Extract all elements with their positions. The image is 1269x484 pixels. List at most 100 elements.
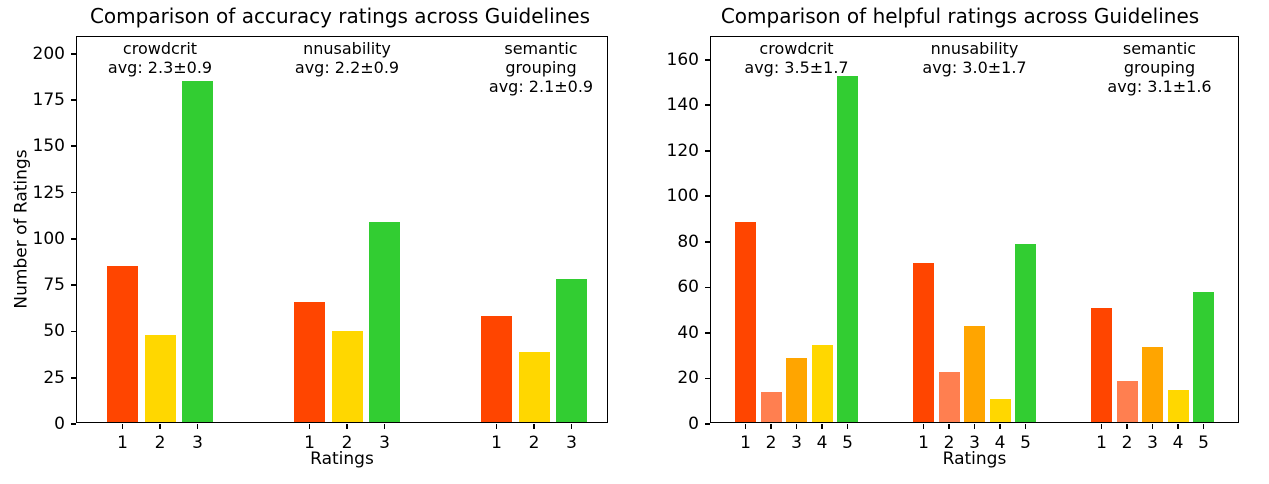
group-annotation-name-line: semantic	[504, 39, 578, 58]
x-tick-label: 2	[528, 433, 540, 453]
bar-nnusability-rating-3	[369, 222, 400, 422]
x-tick-mark	[922, 424, 925, 429]
y-tick-label: 0	[54, 414, 65, 434]
y-tick-label: 160	[666, 49, 699, 70]
bar-semantic-grouping-rating-4	[1167, 390, 1189, 422]
x-tick-label: 4	[1172, 433, 1184, 453]
x-tick-mark	[1151, 424, 1154, 429]
x-tick-label: 2	[154, 433, 166, 453]
y-tick-label: 80	[677, 231, 699, 252]
group-annotation-avg: avg: 3.5±1.7	[744, 58, 849, 77]
accuracy-ratings-chart: Comparison of accuracy ratings across Gu…	[0, 0, 634, 484]
group-annotation-avg: avg: 3.0±1.7	[922, 58, 1027, 77]
bar-nnusability-rating-1	[294, 301, 325, 422]
bar-nnusability-rating-1	[913, 262, 934, 422]
x-tick-mark	[533, 424, 535, 429]
y-tick-label: 125	[32, 182, 65, 203]
bar-crowdcrit-rating-3	[786, 358, 807, 422]
x-tick-label: 1	[918, 433, 929, 453]
bar-crowdcrit-rating-5	[837, 75, 858, 422]
x-tick-label: 1	[1096, 433, 1107, 453]
x-tick-label: 3	[379, 433, 390, 453]
group-annotation-avg: avg: 3.1±1.6	[1107, 77, 1212, 96]
y-tick-mark	[704, 332, 710, 334]
y-tick-label: 20	[677, 368, 699, 389]
y-tick-label: 200	[32, 43, 65, 64]
y-tick-mark	[704, 58, 710, 61]
y-tick-label: 60	[677, 277, 699, 298]
x-tick-mark	[196, 424, 199, 429]
bar-nnusability-rating-2	[331, 331, 363, 422]
x-tick-mark	[1177, 424, 1179, 429]
x-tick-mark	[999, 424, 1001, 429]
x-tick-mark	[821, 424, 823, 429]
x-tick-mark	[1100, 424, 1103, 429]
y-tick-mark	[70, 237, 76, 240]
x-tick-label: 2	[765, 433, 777, 453]
group-annotation-name-line: semantic	[1122, 39, 1197, 58]
x-tick-label: 2	[341, 433, 353, 453]
helpful-ratings-chart: Comparison of helpful ratings across Gui…	[634, 0, 1269, 484]
group-annotation-semantic-grouping: semantic grouping avg: 3.1±1.6	[1050, 39, 1269, 96]
x-tick-mark	[1126, 424, 1128, 429]
x-tick-label: 3	[969, 433, 980, 453]
x-axis-label: Ratings	[942, 449, 1007, 469]
group-annotation-semantic-grouping: semantic grouping avg: 2.1±0.9	[431, 39, 651, 96]
y-tick-mark	[70, 191, 76, 194]
group-annotation-avg: avg: 2.2±0.9	[294, 58, 400, 77]
x-tick-mark	[744, 424, 747, 429]
group-annotation-avg: avg: 2.1±0.9	[488, 77, 594, 96]
x-tick-mark	[159, 424, 161, 429]
x-tick-mark	[1024, 424, 1027, 429]
y-tick-mark	[70, 145, 76, 148]
bar-crowdcrit-rating-1	[107, 266, 138, 422]
bar-semantic-grouping-rating-3	[556, 279, 587, 422]
x-axis-label: Ratings	[310, 449, 374, 469]
plot-area: 0 20 40 60 80 100 120 140 160 1 2 3 4 5 crowdcrit avg: …	[667, 36, 1239, 453]
y-tick-mark	[704, 149, 710, 152]
x-tick-mark	[121, 424, 124, 429]
bar-nnusability-rating-4	[989, 399, 1011, 422]
bar-crowdcrit-rating-2	[144, 334, 176, 422]
x-tick-label: 3	[192, 433, 203, 453]
x-tick-mark	[846, 424, 849, 429]
group-annotation-name-line: crowdcrit	[759, 39, 834, 58]
bar-semantic-grouping-rating-5	[1193, 292, 1214, 422]
bar-crowdcrit-rating-1	[735, 221, 756, 422]
y-tick-mark	[704, 377, 710, 380]
x-tick-mark	[308, 424, 311, 429]
bar-nnusability-rating-3	[964, 326, 985, 422]
x-tick-label: 3	[1147, 433, 1158, 453]
x-tick-label: 5	[842, 433, 853, 453]
y-tick-label: 75	[43, 275, 65, 296]
y-tick-label: 150	[32, 136, 65, 157]
y-tick-label: 120	[666, 140, 699, 161]
y-tick-label: 0	[688, 414, 699, 434]
y-tick-mark	[70, 52, 76, 55]
bar-semantic-grouping-rating-1	[481, 316, 512, 422]
group-annotation-crowdcrit: crowdcrit avg: 3.5±1.7	[687, 39, 907, 77]
group-annotation-name-line: grouping	[1123, 58, 1196, 77]
group-annotation-crowdcrit: crowdcrit avg: 2.3±0.9	[50, 39, 270, 77]
y-tick-mark	[704, 195, 710, 198]
x-tick-label: 1	[117, 433, 128, 453]
x-tick-mark	[770, 424, 772, 429]
x-tick-mark	[948, 424, 950, 429]
x-tick-mark	[346, 424, 348, 429]
bar-semantic-grouping-rating-2	[1116, 381, 1138, 422]
bar-crowdcrit-rating-3	[182, 81, 213, 422]
bar-nnusability-rating-2	[938, 371, 960, 422]
bar-crowdcrit-rating-4	[811, 344, 833, 422]
y-tick-label: 25	[43, 367, 65, 388]
x-tick-label: 3	[791, 433, 802, 453]
x-tick-mark	[795, 424, 798, 429]
group-annotation-name-line: nnusability	[930, 39, 1019, 58]
y-tick-label: 40	[677, 322, 699, 343]
x-tick-mark	[495, 424, 498, 429]
x-tick-label: 1	[740, 433, 751, 453]
bar-semantic-grouping-rating-2	[518, 351, 550, 422]
x-tick-label: 5	[1020, 433, 1031, 453]
group-annotation-nnusability: nnusability avg: 2.2±0.9	[237, 39, 457, 77]
y-tick-label: 100	[32, 228, 65, 249]
